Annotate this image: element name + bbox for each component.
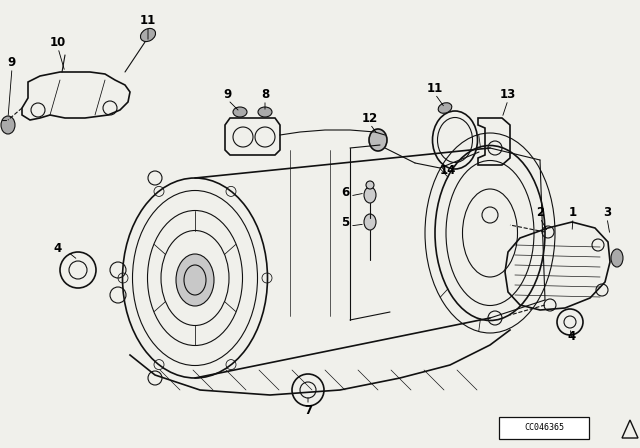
Text: 13: 13 [500, 89, 516, 102]
Text: 2: 2 [536, 206, 544, 219]
Ellipse shape [233, 107, 247, 117]
Text: 4: 4 [568, 329, 576, 343]
Ellipse shape [364, 214, 376, 230]
Ellipse shape [366, 181, 374, 189]
Text: 3: 3 [603, 206, 611, 219]
Text: CC046365: CC046365 [524, 423, 564, 432]
Text: 6: 6 [341, 185, 349, 198]
Text: 10: 10 [50, 35, 66, 48]
Text: 5: 5 [341, 215, 349, 228]
Ellipse shape [611, 249, 623, 267]
Text: 1: 1 [569, 206, 577, 219]
Text: 9: 9 [224, 89, 232, 102]
Text: 14: 14 [440, 164, 456, 177]
Text: 11: 11 [140, 13, 156, 26]
Text: 9: 9 [8, 56, 16, 69]
Ellipse shape [364, 187, 376, 203]
FancyBboxPatch shape [499, 417, 589, 439]
Ellipse shape [1, 116, 15, 134]
Ellipse shape [140, 28, 156, 42]
Ellipse shape [438, 103, 452, 113]
Text: 8: 8 [261, 89, 269, 102]
Text: 7: 7 [304, 404, 312, 417]
Text: 4: 4 [54, 241, 62, 254]
Text: 11: 11 [427, 82, 443, 95]
Text: 12: 12 [362, 112, 378, 125]
Ellipse shape [258, 107, 272, 117]
Ellipse shape [176, 254, 214, 306]
Ellipse shape [369, 129, 387, 151]
